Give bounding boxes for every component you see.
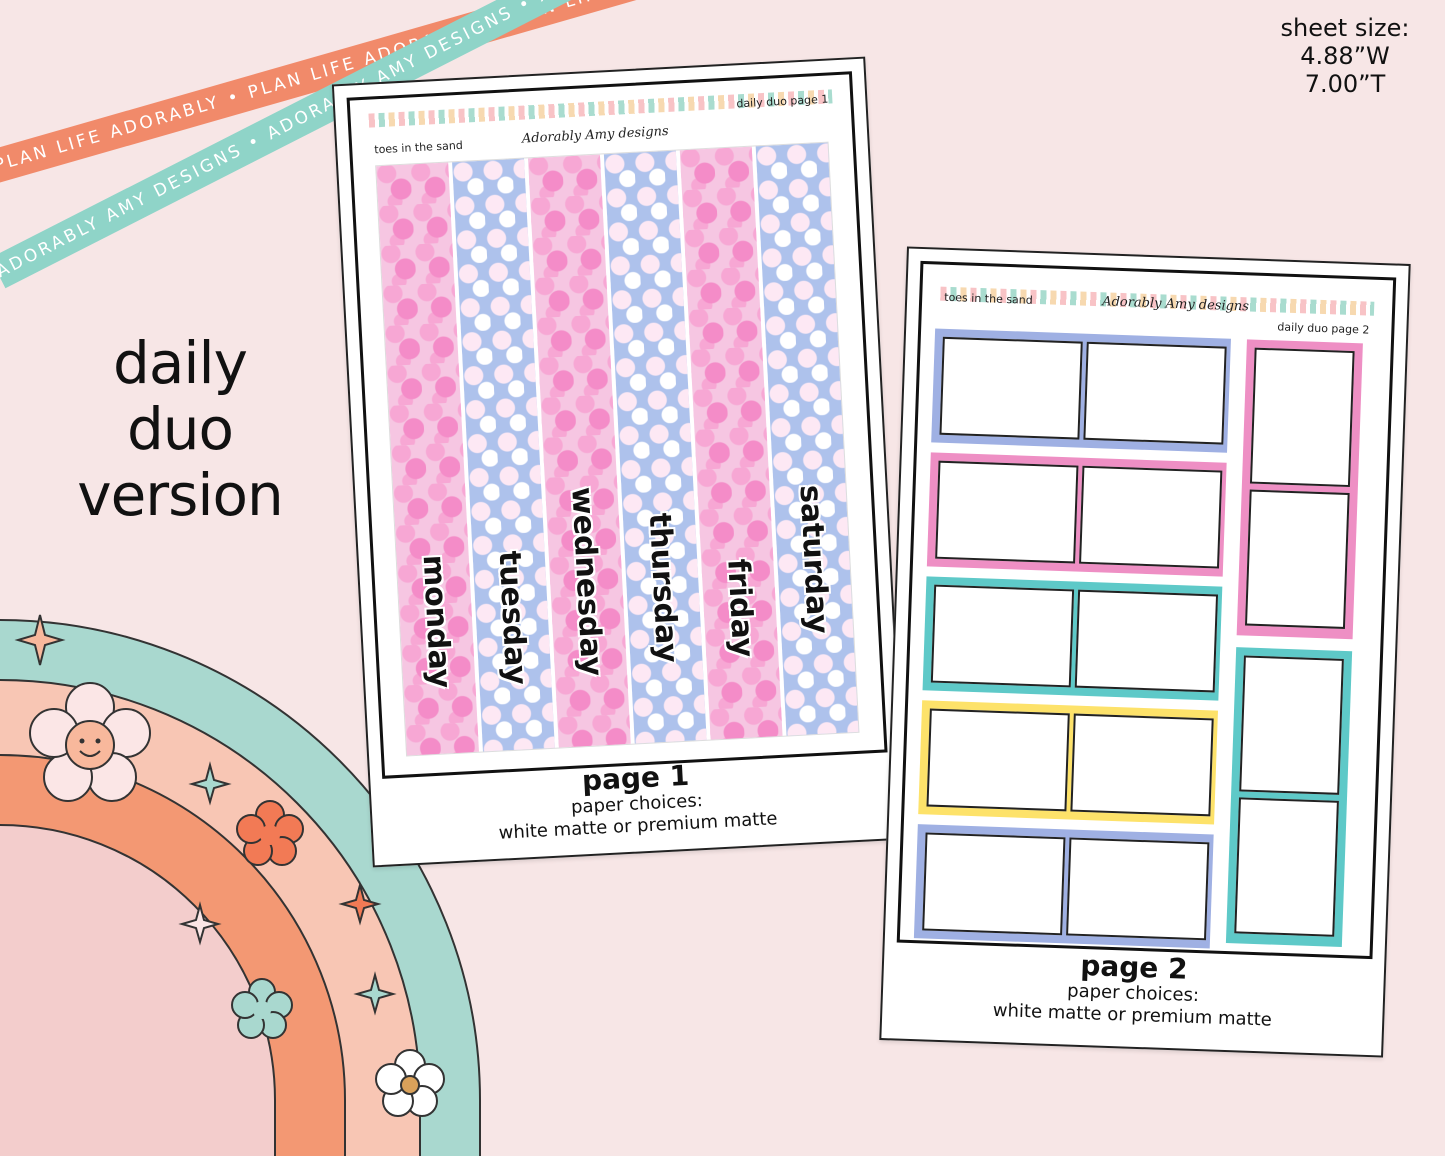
sheet-2-caption: page 2 paper choices: white matte or pre… — [882, 944, 1384, 1035]
day-label-monday: monday — [415, 553, 458, 690]
sticker-sheet-page-2: toes in the sand Adorably Amy designs da… — [879, 246, 1411, 1058]
flower-icon — [375, 1049, 445, 1117]
sheet-1-brand: Adorably Amy designs — [521, 123, 670, 147]
sparkle-icon — [188, 761, 232, 806]
sparkle-icon — [178, 901, 222, 946]
sheet-2-left-header: toes in the sand — [944, 290, 1033, 307]
title-line-3: version — [77, 461, 283, 529]
frame-pink-tall — [1236, 339, 1363, 640]
sheet-2-right-header: daily duo page 2 — [1277, 320, 1370, 337]
day-label-thursday: thursday — [641, 512, 685, 664]
sparkle-icon — [353, 971, 397, 1016]
day-label-tuesday: tuesday — [491, 549, 534, 686]
frame-pink-1 — [926, 452, 1227, 577]
day-strips: monday tuesday wednesday thursday friday… — [375, 141, 860, 757]
sparkle-icon — [14, 614, 66, 666]
box — [1083, 341, 1227, 445]
version-title: daily duo version — [60, 330, 300, 528]
day-label-saturday: saturday — [792, 484, 836, 635]
box — [1074, 589, 1219, 693]
frame-teal-tall — [1225, 647, 1353, 948]
sheet-size-height: 7.00”T — [1304, 70, 1386, 98]
sheet-size-info: sheet size: 4.88”W 7.00”T — [1260, 14, 1430, 98]
rainbow-decoration — [0, 614, 481, 1156]
box — [922, 832, 1066, 936]
box — [935, 460, 1079, 564]
box — [1239, 655, 1344, 795]
sticker-sheet-page-1: daily duo page 1 Adorably Amy designs to… — [331, 56, 907, 868]
sheet-size-label: sheet size: — [1280, 14, 1410, 42]
frame-blue-2 — [913, 824, 1214, 949]
box — [1249, 347, 1355, 488]
day-label-friday: friday — [720, 558, 761, 659]
sheet-1-left-header: toes in the sand — [373, 138, 464, 157]
title-line-2: duo — [126, 395, 234, 463]
frame-blue-1 — [931, 328, 1231, 453]
box — [939, 336, 1083, 440]
flower-icon — [236, 800, 304, 866]
box — [930, 584, 1075, 688]
box — [1079, 465, 1223, 569]
title-line-1: daily — [113, 329, 248, 397]
sparkle-icon — [338, 881, 382, 926]
box — [1244, 489, 1350, 629]
sheet-1-border: daily duo page 1 Adorably Amy designs to… — [346, 71, 888, 779]
day-label-wednesday: wednesday — [564, 486, 610, 678]
sheet-2-border: toes in the sand Adorably Amy designs da… — [896, 260, 1397, 960]
box — [1234, 797, 1339, 937]
flower-icon — [231, 978, 293, 1039]
sheet-size-width: 4.88”W — [1300, 42, 1390, 70]
frame-teal-1 — [922, 576, 1223, 701]
smiley-flower-icon — [29, 682, 151, 802]
box — [1066, 837, 1210, 941]
frame-yellow-1 — [918, 700, 1218, 825]
box — [1070, 713, 1214, 817]
box — [926, 708, 1070, 812]
